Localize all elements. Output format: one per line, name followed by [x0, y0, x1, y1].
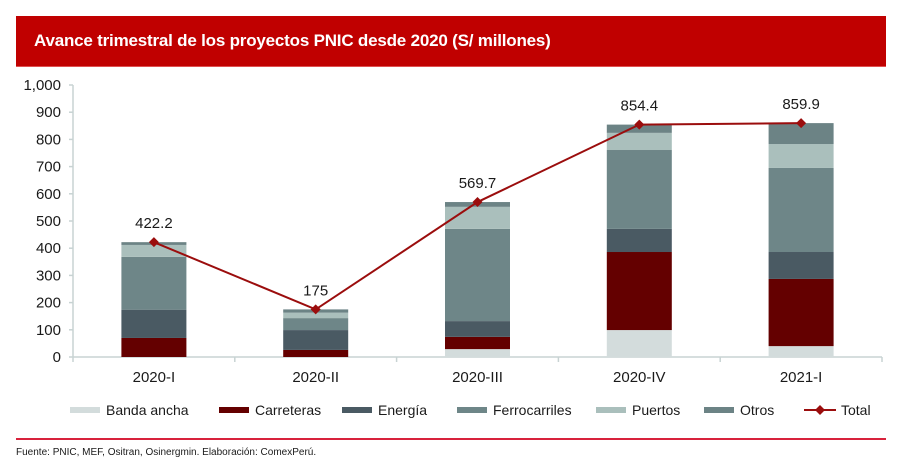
bar-segment-energ-a [121, 309, 187, 338]
legend: Banda ancha Carreteras Energía Ferrocarrile… [70, 402, 871, 418]
total-marker [796, 118, 807, 129]
legend-label: Otros [740, 402, 774, 418]
total-data-label: 569.7 [459, 175, 497, 192]
legend-item-otros: Otros [704, 402, 774, 418]
bar-stack [283, 309, 349, 357]
y-tick-label: 200 [36, 295, 61, 312]
bar-segment-carreteras [606, 252, 672, 331]
bar-segment-energ-a [606, 228, 672, 253]
total-marker [634, 119, 645, 130]
bar-segment-banda-ancha [606, 330, 672, 357]
bar-segment-carreteras [768, 278, 834, 347]
bar-segment-puertos [283, 312, 349, 319]
legend-label: Puertos [632, 402, 680, 418]
bar-segment-ferrocarriles [606, 150, 672, 229]
y-tick-label: 0 [53, 349, 61, 366]
legend-label: Ferrocarriles [493, 402, 572, 418]
y-tick-label: 300 [36, 267, 61, 284]
legend-swatch [342, 407, 372, 413]
y-axis: 0 100 200 300 400 500 600 700 800 900 1,000 [23, 77, 74, 366]
bar-segment-energ-a [768, 252, 834, 279]
bar-segment-carreteras [283, 349, 349, 357]
chart-title: Avance trimestral de los proyectos PNIC … [34, 31, 551, 50]
x-tick-label: 2020-I [133, 369, 176, 386]
bar-segment-puertos [606, 132, 672, 151]
total-data-label: 422.2 [135, 215, 173, 232]
total-data-label: 859.9 [782, 96, 820, 113]
legend-label: Total [841, 402, 871, 418]
bar-segment-energ-a [445, 321, 510, 337]
total-marker [148, 237, 159, 248]
x-tick-label: 2020-IV [613, 369, 666, 386]
y-tick-label: 100 [36, 322, 61, 339]
legend-swatch [70, 407, 100, 413]
x-tick-label: 2020-III [452, 369, 503, 386]
legend-label: Energía [378, 402, 427, 418]
legend-label: Banda ancha [106, 402, 189, 418]
legend-item-total: Total [804, 402, 871, 418]
bar-segment-banda-ancha [445, 349, 510, 357]
y-tick-label: 1,000 [23, 77, 61, 94]
legend-item-energ-a: Energía [342, 402, 427, 418]
bar-segment-carreteras [445, 336, 510, 350]
legend-marker [815, 405, 825, 415]
legend-item-puertos: Puertos [596, 402, 680, 418]
legend-swatch [457, 407, 487, 413]
legend-item-ferrocarriles: Ferrocarriles [457, 402, 572, 418]
x-tick-label: 2021-I [780, 369, 823, 386]
legend-swatch [704, 407, 734, 413]
bar-stack [445, 202, 510, 357]
y-tick-label: 500 [36, 213, 61, 230]
x-axis: 2020-I 2020-II 2020-III 2020-IV 2021-I [72, 356, 883, 386]
bars [121, 123, 834, 357]
legend-item-banda-ancha: Banda ancha [70, 402, 189, 418]
y-tick-label: 400 [36, 240, 61, 257]
legend-swatch [596, 407, 626, 413]
source-note: Fuente: PNIC, MEF, Ositran, Osinergmin. … [16, 447, 317, 458]
y-tick-label: 900 [36, 104, 61, 121]
bar-segment-ferrocarriles [121, 256, 187, 310]
bar-segment-ferrocarriles [283, 318, 349, 331]
y-tick-label: 800 [36, 131, 61, 148]
total-data-label: 854.4 [621, 98, 659, 115]
bar-segment-puertos [121, 244, 187, 257]
total-line-series: 422.2 175 569.7 854.4 859.9 [135, 96, 820, 315]
y-tick-label: 600 [36, 186, 61, 203]
bar-stack [768, 123, 834, 357]
bar-segment-banda-ancha [768, 346, 834, 357]
bar-segment-ferrocarriles [445, 228, 510, 322]
bar-stack [606, 124, 672, 357]
bar-segment-ferrocarriles [768, 167, 834, 253]
legend-label: Carreteras [255, 402, 321, 418]
bar-stack [121, 242, 187, 357]
y-tick-label: 700 [36, 159, 61, 176]
legend-swatch [219, 407, 249, 413]
x-tick-label: 2020-II [292, 369, 339, 386]
bar-segment-puertos [768, 144, 834, 168]
total-marker [310, 304, 321, 315]
bar-segment-energ-a [283, 330, 349, 350]
bar-segment-carreteras [121, 337, 187, 357]
total-data-label: 175 [303, 282, 328, 299]
bar-segment-otros [768, 123, 834, 145]
total-marker [472, 197, 483, 208]
title-bar: Avance trimestral de los proyectos PNIC … [16, 16, 886, 67]
legend-item-carreteras: Carreteras [219, 402, 321, 418]
footer-divider [16, 438, 886, 440]
